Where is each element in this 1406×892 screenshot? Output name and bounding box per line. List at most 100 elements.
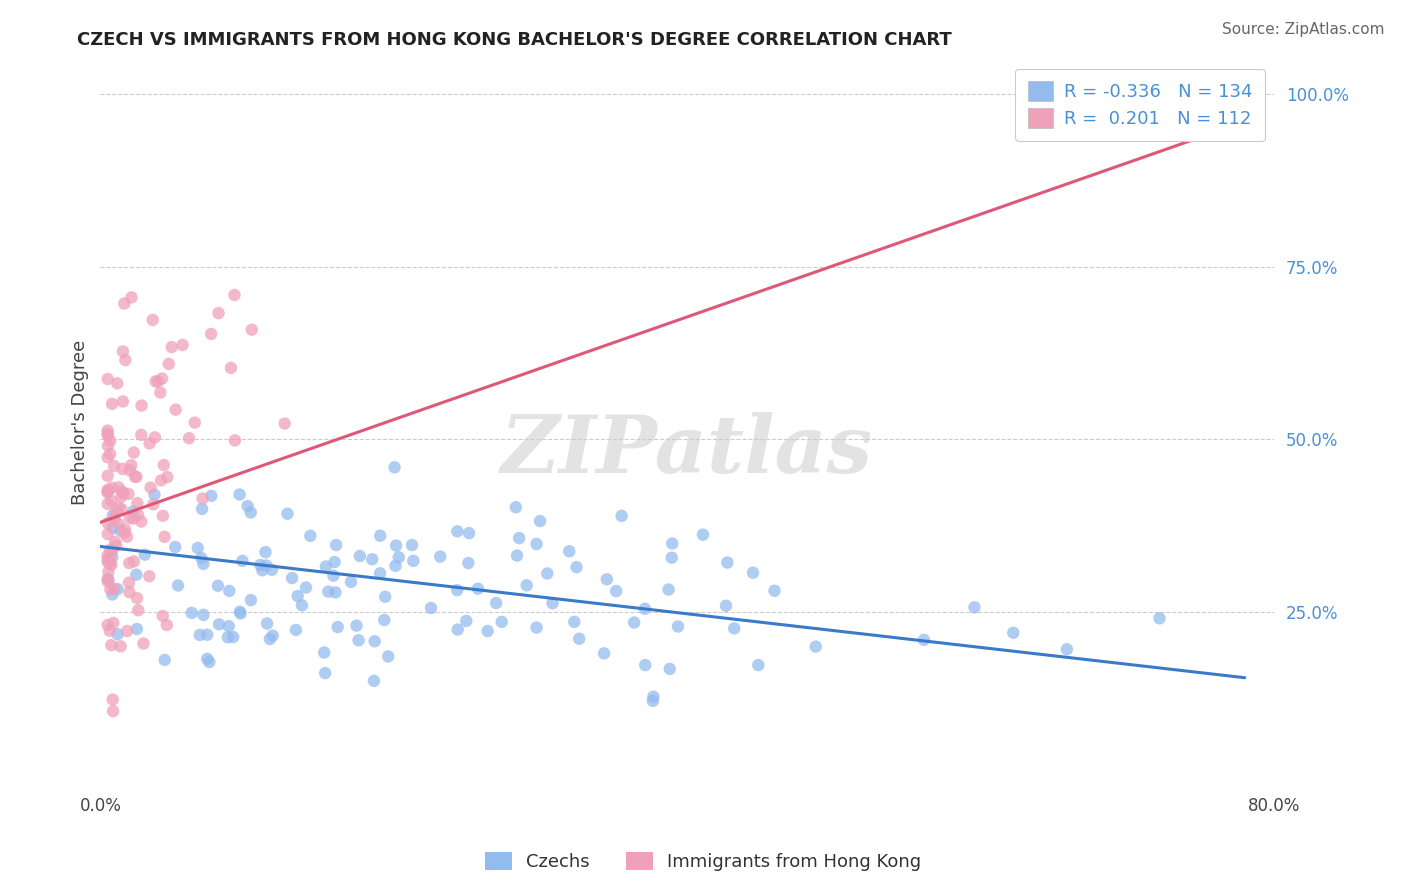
Point	[118, 511, 141, 525]
Point	[714, 599, 737, 613]
Point	[190, 551, 212, 566]
Point	[100, 638, 122, 652]
Point	[963, 600, 986, 615]
Point	[456, 614, 478, 628]
Point	[110, 502, 132, 516]
Point	[373, 613, 395, 627]
Point	[506, 549, 529, 563]
Point	[97, 372, 120, 386]
Point	[124, 469, 146, 483]
Point	[295, 581, 318, 595]
Point	[287, 589, 309, 603]
Point	[322, 568, 344, 582]
Point	[191, 502, 214, 516]
Legend: Czechs, Immigrants from Hong Kong: Czechs, Immigrants from Hong Kong	[477, 845, 929, 879]
Point	[314, 646, 336, 660]
Point	[641, 694, 664, 708]
Point	[634, 658, 657, 673]
Point	[273, 417, 295, 431]
Point	[101, 704, 124, 718]
Point	[111, 484, 134, 499]
Point	[112, 486, 135, 500]
Point	[110, 490, 132, 504]
Point	[323, 555, 346, 569]
Point	[98, 582, 121, 597]
Point	[385, 539, 408, 553]
Point	[193, 557, 215, 571]
Point	[160, 340, 183, 354]
Point	[153, 653, 176, 667]
Point	[97, 565, 120, 579]
Point	[429, 549, 451, 564]
Point	[402, 554, 425, 568]
Point	[217, 630, 239, 644]
Point	[101, 508, 124, 523]
Point	[156, 470, 179, 484]
Point	[165, 540, 187, 554]
Point	[541, 596, 564, 610]
Point	[122, 445, 145, 459]
Point	[98, 447, 121, 461]
Point	[187, 541, 209, 555]
Point	[565, 560, 588, 574]
Point	[368, 566, 391, 581]
Point	[153, 458, 176, 472]
Point	[103, 512, 125, 526]
Point	[276, 507, 298, 521]
Point	[98, 624, 121, 638]
Point	[101, 550, 124, 565]
Point	[485, 596, 508, 610]
Point	[191, 491, 214, 506]
Point	[114, 353, 136, 368]
Point	[177, 431, 200, 445]
Point	[229, 607, 252, 621]
Point	[97, 549, 120, 563]
Point	[477, 624, 499, 638]
Point	[207, 306, 229, 320]
Point	[114, 523, 136, 537]
Point	[97, 574, 120, 589]
Point	[224, 288, 246, 302]
Point	[100, 494, 122, 508]
Point	[219, 360, 242, 375]
Point	[97, 426, 120, 441]
Point	[318, 584, 340, 599]
Point	[315, 559, 337, 574]
Point	[111, 462, 134, 476]
Point	[1149, 611, 1171, 625]
Point	[103, 582, 125, 596]
Point	[101, 397, 124, 411]
Point	[127, 603, 149, 617]
Point	[146, 375, 169, 389]
Point	[347, 633, 370, 648]
Point	[195, 628, 218, 642]
Point	[97, 497, 120, 511]
Point	[299, 529, 322, 543]
Point	[97, 485, 120, 500]
Point	[125, 591, 148, 606]
Point	[239, 506, 262, 520]
Point	[132, 636, 155, 650]
Point	[1002, 625, 1025, 640]
Point	[97, 428, 120, 442]
Point	[134, 548, 156, 562]
Point	[145, 375, 167, 389]
Point	[763, 583, 786, 598]
Point	[260, 563, 283, 577]
Point	[198, 655, 221, 669]
Point	[716, 556, 738, 570]
Point	[110, 640, 132, 654]
Point	[156, 618, 179, 632]
Point	[374, 590, 396, 604]
Point	[98, 551, 121, 566]
Point	[97, 483, 120, 497]
Point	[125, 622, 148, 636]
Text: Source: ZipAtlas.com: Source: ZipAtlas.com	[1222, 22, 1385, 37]
Point	[218, 583, 240, 598]
Point	[222, 630, 245, 644]
Point	[228, 487, 250, 501]
Point	[98, 557, 121, 571]
Point	[661, 550, 683, 565]
Point	[325, 538, 347, 552]
Point	[661, 536, 683, 550]
